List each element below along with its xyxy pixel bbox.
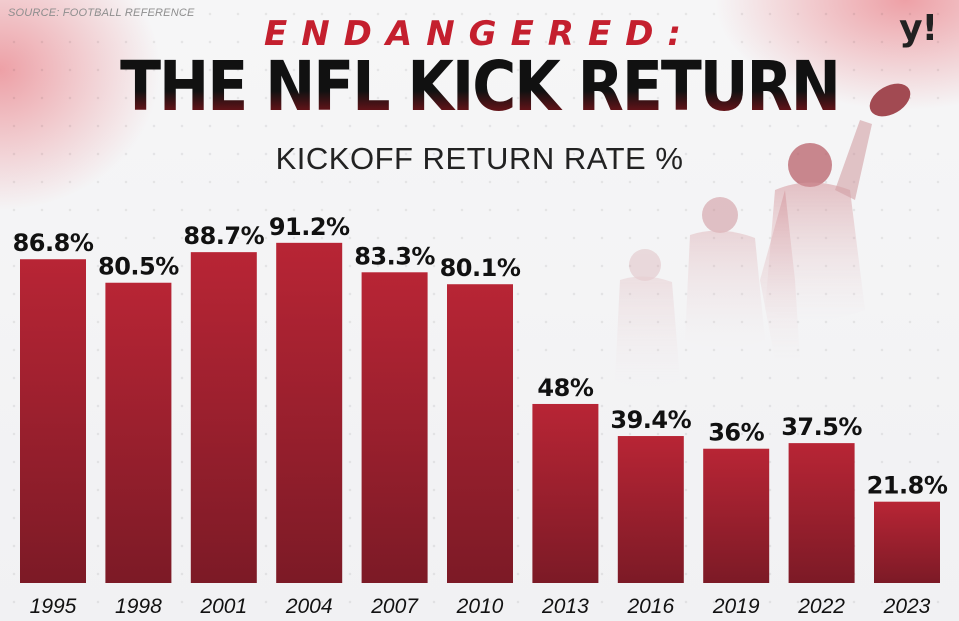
bar-1998 xyxy=(105,282,172,583)
data-label-2007: 83.3% xyxy=(354,242,435,270)
data-label-2004: 91.2% xyxy=(269,213,350,241)
tick-label-2001: 2001 xyxy=(199,595,247,618)
tick-label-1995: 1995 xyxy=(30,595,77,618)
data-label-2022: 37.5% xyxy=(781,413,862,441)
bar-2010 xyxy=(447,284,513,583)
yahoo-logo: y! xyxy=(899,8,938,49)
tick-label-2013: 2013 xyxy=(541,595,589,618)
data-label-2023: 21.8% xyxy=(867,472,948,500)
tick-label-2004: 2004 xyxy=(285,595,333,618)
bar-1995 xyxy=(20,259,86,583)
tick-label-2023: 2023 xyxy=(883,595,931,618)
football-icon xyxy=(869,83,911,117)
tick-label-2016: 2016 xyxy=(626,595,674,618)
bar-2013 xyxy=(532,403,599,583)
source-note: SOURCE: FOOTBALL REFERENCE xyxy=(8,7,195,19)
bar-2016 xyxy=(617,436,684,583)
data-label-2013: 48% xyxy=(537,374,593,402)
bar-2004 xyxy=(276,242,343,583)
data-label-2019: 36% xyxy=(708,419,764,447)
tick-label-2007: 2007 xyxy=(370,595,419,618)
chart-subtitle: KICKOFF RETURN RATE % xyxy=(275,141,684,176)
data-label-2010: 80.1% xyxy=(440,254,521,282)
data-label-1995: 86.8% xyxy=(13,229,94,257)
tick-label-2019: 2019 xyxy=(712,595,760,618)
data-label-2016: 39.4% xyxy=(610,406,691,434)
tick-label-2010: 2010 xyxy=(456,595,504,618)
bar-2023 xyxy=(874,501,940,583)
bar-2007 xyxy=(361,272,428,583)
tick-label-2022: 2022 xyxy=(797,595,845,618)
bar-2022 xyxy=(788,443,855,583)
data-label-1998: 80.5% xyxy=(98,253,179,281)
bar-2019 xyxy=(703,448,770,583)
bar-2001 xyxy=(190,252,257,584)
bars-group: 86.8% 1995 80.5% 1998 88.7% 2001 91.2% 2004 83.3… xyxy=(13,213,949,618)
tick-label-1998: 1998 xyxy=(115,595,162,618)
page-title: THE NFL KICK RETURN xyxy=(0,47,959,128)
football-players-illustration xyxy=(615,83,911,388)
kicker-headline: ENDANGERED: xyxy=(263,14,696,54)
data-label-2001: 88.7% xyxy=(183,222,264,250)
